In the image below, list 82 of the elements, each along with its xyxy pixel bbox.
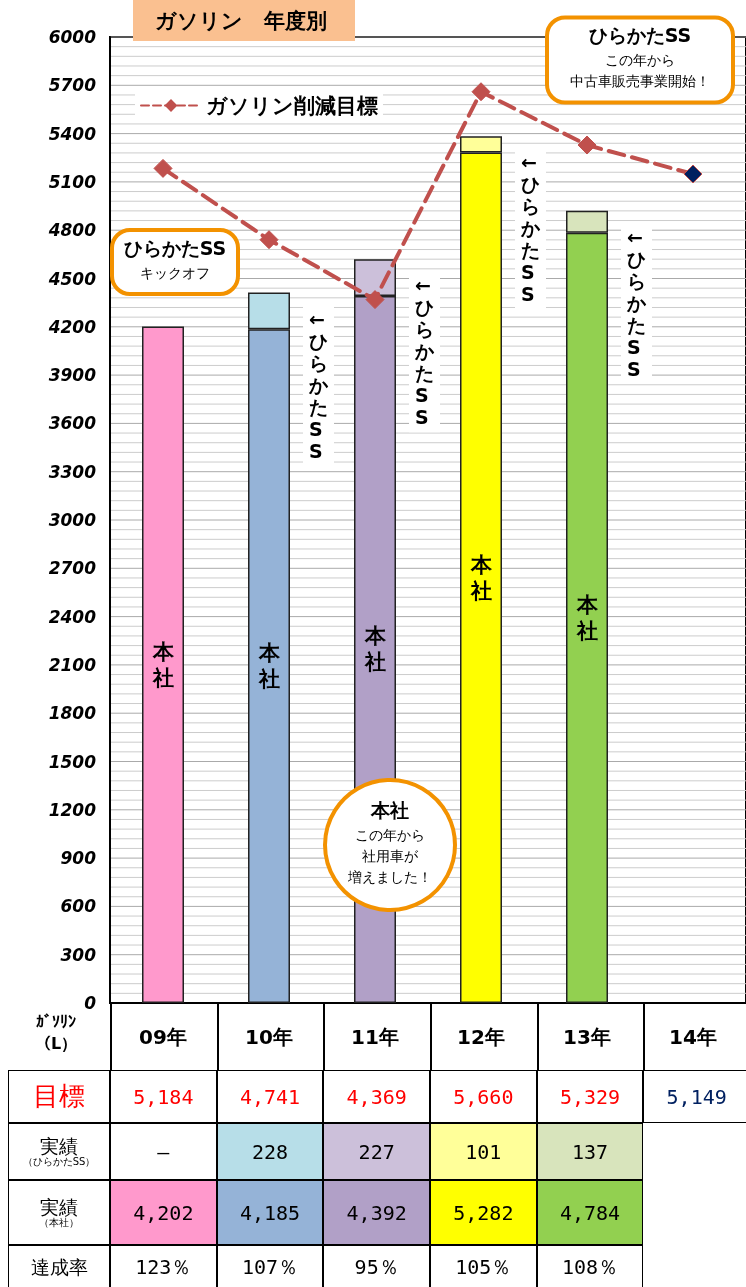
text: 達成率 bbox=[30, 1255, 88, 1278]
data-label: 137 bbox=[536, 1123, 644, 1180]
text: 実績 bbox=[40, 1134, 78, 1157]
text: ←ひらかたSS bbox=[521, 151, 540, 306]
text: 目標 bbox=[33, 1081, 85, 1112]
text: ←ひらかたSS bbox=[415, 274, 434, 429]
point bbox=[365, 290, 385, 310]
data-label: 4,784 bbox=[536, 1180, 644, 1245]
text: 123％ bbox=[110, 1245, 217, 1287]
text: 本社 bbox=[576, 592, 598, 643]
text: 105％ bbox=[430, 1245, 537, 1287]
y-axis-title: ｶﾞｿﾘﾝ（L） bbox=[34, 1012, 78, 1054]
data-label: 228 bbox=[216, 1123, 324, 1180]
data-label: 227 bbox=[323, 1123, 430, 1180]
series-label: ←ひらかたSS bbox=[308, 307, 329, 462]
annotation: ひらかたSS bbox=[123, 236, 227, 259]
data-label: 4,185 bbox=[216, 1180, 324, 1245]
data-label: 5,149 bbox=[643, 1070, 746, 1123]
data-label: 5,184 bbox=[110, 1070, 217, 1123]
y-tick-label: 1500 bbox=[48, 751, 97, 772]
y-tick-label: 3900 bbox=[48, 365, 97, 386]
text: （本社） bbox=[39, 1217, 79, 1229]
x-tick-label: 09年 bbox=[139, 1025, 187, 1049]
y-tick-label: 6000 bbox=[48, 27, 97, 47]
y-tick-label: 300 bbox=[60, 944, 97, 965]
y-tick-label: 1800 bbox=[48, 703, 97, 724]
y-tick-label: 900 bbox=[60, 848, 97, 869]
data-label: 5,660 bbox=[430, 1070, 537, 1123]
text: 107％ bbox=[216, 1245, 324, 1287]
point bbox=[471, 82, 491, 102]
point bbox=[153, 158, 173, 178]
data-label: 4,741 bbox=[216, 1070, 324, 1123]
y-tick-label: 3600 bbox=[48, 413, 97, 434]
text: 108％ bbox=[536, 1245, 644, 1287]
legend-label: ガソリン削減目標 bbox=[206, 93, 378, 118]
data-label: 5,329 bbox=[536, 1070, 644, 1123]
data-label: 101 bbox=[430, 1123, 537, 1180]
point bbox=[259, 230, 279, 250]
y-tick-label: 5100 bbox=[48, 171, 97, 192]
data-label: 4,392 bbox=[323, 1180, 430, 1245]
x-tick-label: 14年 bbox=[669, 1025, 717, 1049]
x-tick-label: 11年 bbox=[351, 1025, 399, 1049]
x-tick-label: 10年 bbox=[245, 1025, 293, 1049]
bar bbox=[142, 326, 184, 1003]
y-tick-label: 3300 bbox=[48, 461, 97, 482]
text: 本社 bbox=[470, 552, 492, 603]
chart-title: ガソリン 年度別 bbox=[155, 8, 327, 33]
y-tick-label: 4500 bbox=[47, 268, 97, 289]
text: （ひらかたSS） bbox=[22, 1156, 96, 1168]
y-tick-label: 2700 bbox=[48, 558, 97, 579]
y-tick-label: 5700 bbox=[48, 75, 97, 96]
point bbox=[577, 135, 597, 155]
annotation: この年から bbox=[605, 52, 675, 68]
annotation: 増えました！ bbox=[347, 868, 432, 885]
y-tick-label: 5400 bbox=[48, 123, 97, 144]
annotation: ひらかたSS bbox=[588, 24, 692, 46]
annotation: 社用車が bbox=[362, 847, 419, 864]
annotation: キックオフ bbox=[140, 264, 210, 281]
text: 95％ bbox=[323, 1245, 430, 1287]
annotation: 本社 bbox=[151, 639, 175, 690]
annotation: この年から bbox=[355, 826, 425, 843]
y-tick-label: 4200 bbox=[47, 316, 97, 337]
data-label: 4,369 bbox=[323, 1070, 430, 1123]
y-tick-label: 4800 bbox=[47, 220, 97, 241]
text: 本社 bbox=[258, 641, 280, 692]
y-tick-label: 2100 bbox=[48, 654, 97, 675]
data-label: 5,282 bbox=[430, 1180, 537, 1245]
y-tick-label: 3000 bbox=[48, 510, 97, 530]
y-tick-label: 2400 bbox=[48, 606, 97, 627]
annotation: 中古車販売事業開始！ bbox=[570, 73, 710, 89]
data-label: 4,202 bbox=[110, 1180, 217, 1245]
series-label: 本社 bbox=[370, 798, 409, 821]
x-tick-label: 12年 bbox=[457, 1025, 505, 1049]
point bbox=[683, 164, 703, 184]
y-tick-label: 600 bbox=[60, 896, 97, 917]
text: 実績 bbox=[40, 1195, 78, 1218]
y-tick-label: 1200 bbox=[48, 799, 97, 820]
text: ←ひらかたSS bbox=[627, 225, 646, 380]
text: — bbox=[157, 1139, 170, 1164]
x-tick-label: 13年 bbox=[563, 1025, 611, 1049]
text: 本社 bbox=[364, 624, 386, 675]
y-tick-label: 0 bbox=[84, 993, 97, 1013]
